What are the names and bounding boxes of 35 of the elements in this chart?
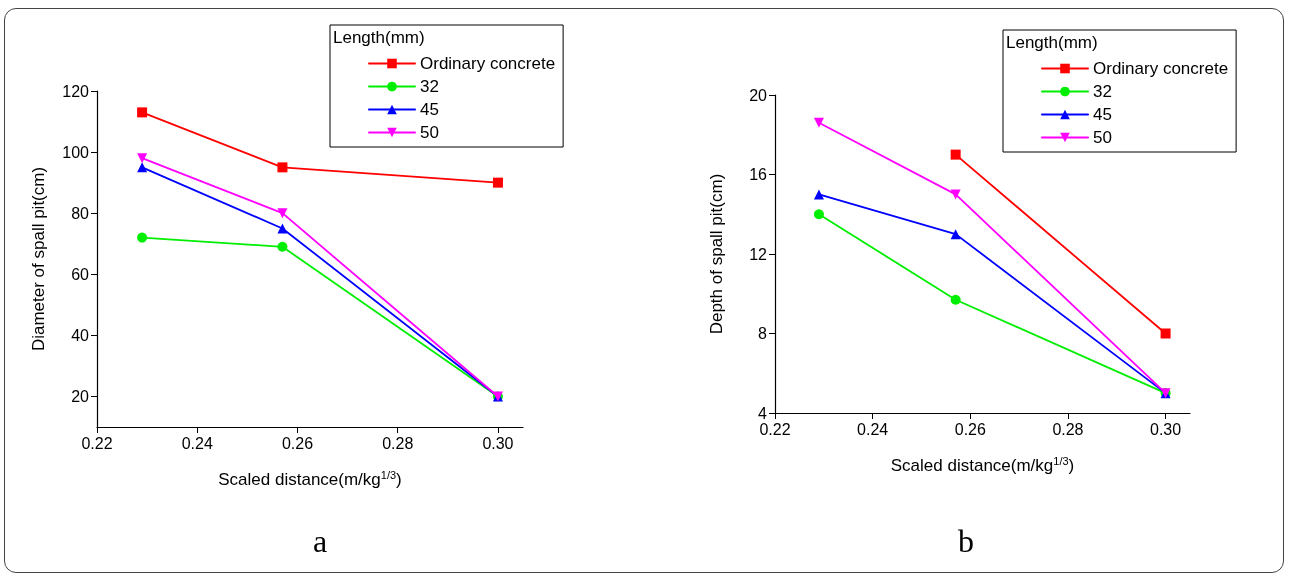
legend-label: 32	[420, 77, 439, 96]
legend-label: Ordinary concrete	[420, 54, 556, 73]
x-tick-label: 0.22	[81, 434, 113, 452]
y-tick-label: 60	[71, 265, 90, 283]
y-tick-label: 100	[62, 143, 90, 161]
y-tick-label: 20	[749, 86, 768, 104]
text: b	[958, 523, 974, 559]
legend-label: 32	[1093, 82, 1112, 101]
x-tick-label: 0.26	[954, 420, 986, 438]
y-tick-label: 20	[71, 387, 90, 405]
legend-label: Ordinary concrete	[1093, 59, 1229, 78]
legend-label: 45	[420, 100, 439, 119]
x-tick-label: 0.24	[857, 420, 889, 438]
legend-title: Length(mm)	[333, 28, 425, 47]
text: a	[312, 523, 328, 559]
y-axis-title: Depth of spall pit(cm)	[707, 173, 726, 335]
legend-label: 45	[1093, 105, 1112, 124]
y-tick-label: 80	[71, 204, 90, 222]
x-tick-label: 0.22	[759, 420, 791, 438]
legend-title: Length(mm)	[1006, 33, 1098, 52]
x-tick-label: 0.28	[1052, 420, 1084, 438]
y-axis-title: Diameter of spall pit(cm)	[29, 166, 48, 352]
x-tick-label: 0.24	[181, 434, 213, 452]
x-tick-label: 0.30	[482, 434, 514, 452]
y-tick-label: 16	[749, 166, 768, 183]
x-tick-label: 0.26	[281, 434, 314, 452]
x-tick-label: 0.30	[1150, 420, 1182, 438]
y-tick-label: 8	[758, 325, 768, 342]
y-tick-label: 12	[749, 245, 768, 263]
x-tick-label: 0.28	[382, 434, 414, 452]
y-tick-label: 120	[62, 82, 90, 100]
y-tick-label: 40	[71, 326, 90, 344]
legend-label: 50	[1093, 128, 1112, 147]
legend-label: 50	[420, 123, 439, 142]
y-tick-label: 4	[758, 404, 768, 422]
